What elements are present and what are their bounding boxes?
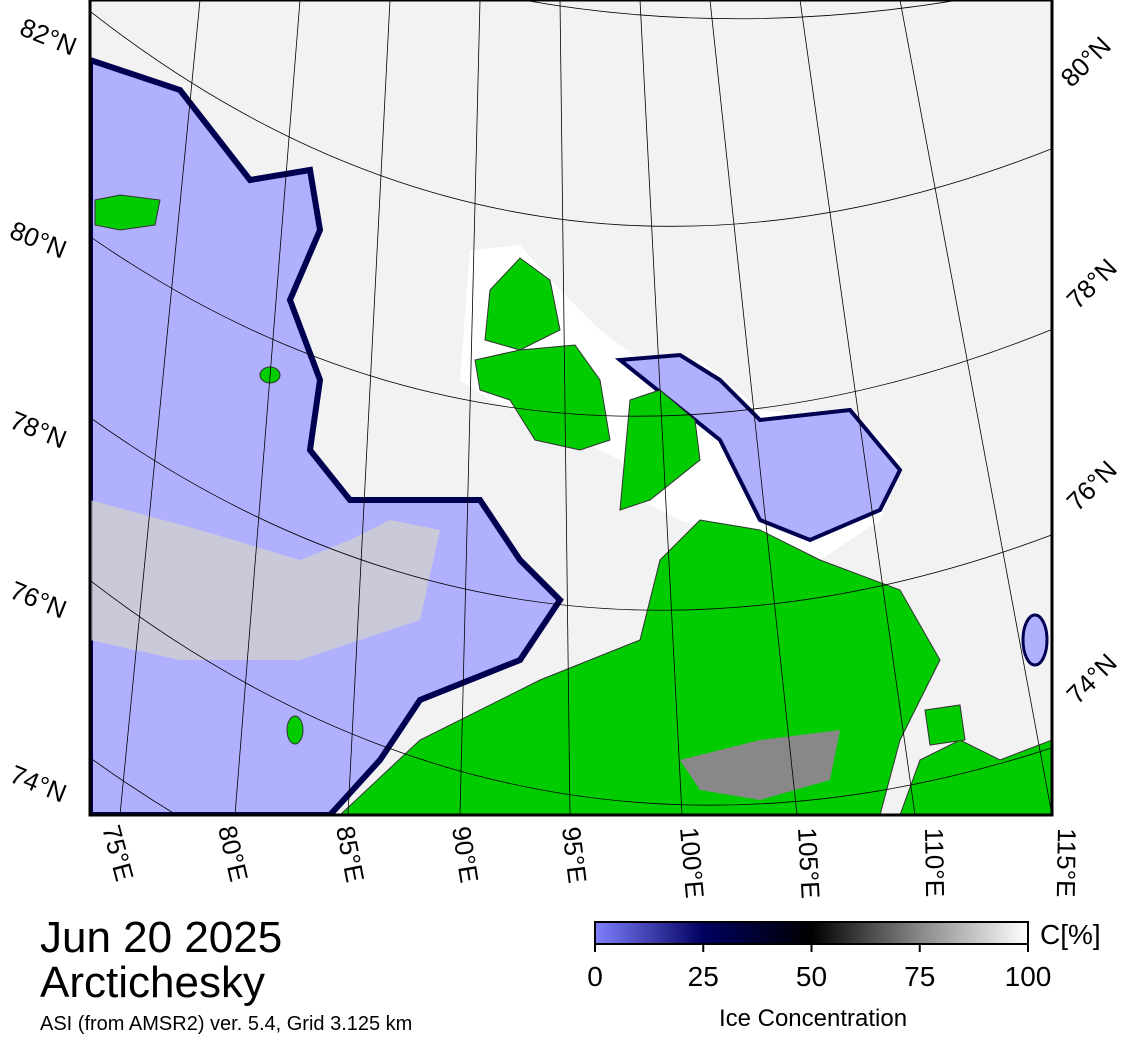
map-frame (88, 0, 1054, 817)
source: ASI (from AMSR2) ver. 5.4, Grid 3.125 km (40, 1013, 412, 1035)
lon-label: 90°E (446, 824, 484, 885)
colorbar-tick-label: 50 (796, 961, 827, 992)
lon-label: 110°E (919, 828, 950, 898)
colorbar-tick-label: 25 (688, 961, 719, 992)
lon-label: 75°E (96, 822, 140, 885)
colorbar (594, 921, 1029, 945)
lat-label: 82°N (16, 12, 81, 62)
lon-label: 105°E (792, 827, 826, 900)
colorbar-tick-label: 100 (1005, 961, 1052, 992)
lon-label: 80°E (212, 823, 254, 885)
lat-label: 74°N (1060, 647, 1122, 709)
lon-label: 100°E (674, 826, 710, 899)
lat-label: 80°N (1054, 30, 1116, 92)
region: Arctichesky (40, 958, 265, 1007)
lat-label: 76°N (6, 575, 71, 625)
lon-label: 95°E (556, 825, 593, 885)
lon-label: 115°E (1051, 828, 1082, 898)
lat-label: 76°N (1060, 454, 1122, 516)
lat-label: 74°N (6, 759, 71, 809)
colorbar-tick-label: 75 (904, 961, 935, 992)
lat-label: 78°N (6, 405, 71, 455)
map (90, 0, 1052, 815)
colorbar-title: Ice Concentration (719, 1005, 907, 1032)
colorbar-tick-label: 0 (587, 961, 603, 992)
lat-label: 78°N (1060, 252, 1122, 314)
lat-label: 80°N (6, 215, 71, 265)
date: Jun 20 2025 (40, 913, 282, 962)
colorbar-unit: C[%] (1040, 919, 1101, 950)
lon-label: 85°E (330, 823, 370, 884)
